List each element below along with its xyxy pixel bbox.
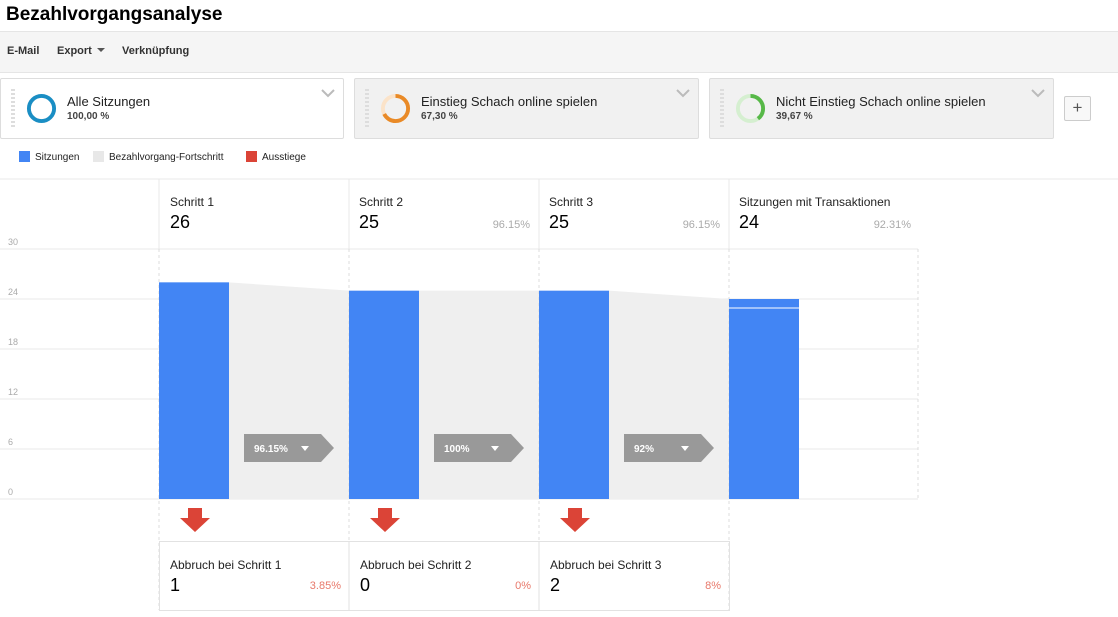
toolbar: E-Mail Export Verknüpfung [0, 31, 1118, 73]
conversion-label: 92% [634, 444, 654, 455]
drag-handle-icon[interactable] [11, 89, 15, 129]
y-tick-label: 12 [8, 387, 18, 397]
y-tick-label: 24 [8, 287, 18, 297]
chevron-down-icon[interactable] [321, 88, 335, 98]
caret-down-icon [681, 446, 689, 451]
conversion-arrow [624, 434, 714, 462]
caret-down-icon [491, 446, 499, 451]
legend-swatch [246, 151, 257, 162]
y-tick-label: 0 [8, 487, 13, 497]
step-label: Schritt 3 [549, 195, 594, 209]
progress-area [419, 290, 539, 499]
segment-percent: 100,00 % [67, 111, 110, 122]
exit-arrow-icon [180, 508, 210, 532]
segment-name: Einstieg Schach online spielen [421, 94, 598, 109]
step-percent: 92.31% [873, 219, 911, 231]
legend-label: Bezahlvorgang-Fortschritt [109, 152, 224, 163]
drag-handle-icon[interactable] [720, 89, 724, 129]
segment-percent: 39,67 % [776, 111, 813, 122]
caret-down-icon [301, 446, 309, 451]
exit-count: 0 [360, 575, 371, 595]
donut-icon [26, 93, 57, 124]
segment-percent: 67,30 % [421, 111, 458, 122]
exit-label: Abbruch bei Schritt 1 [170, 558, 282, 572]
link-button[interactable]: Verknüpfung [122, 45, 190, 57]
step-label: Schritt 1 [170, 195, 215, 209]
progress-area [229, 282, 349, 499]
step-percent: 96.15% [492, 219, 530, 231]
add-segment-button[interactable]: + [1064, 96, 1091, 121]
step-count: 25 [359, 212, 380, 232]
exit-label: Abbruch bei Schritt 2 [360, 558, 472, 572]
segment-name: Nicht Einstieg Schach online spielen [776, 94, 986, 109]
export-label: Export [57, 45, 92, 57]
y-tick-label: 18 [8, 337, 18, 347]
email-button[interactable]: E-Mail [7, 45, 40, 57]
exit-label: Abbruch bei Schritt 3 [550, 558, 662, 572]
step-count: 25 [549, 212, 570, 232]
session-bar [539, 290, 609, 499]
y-tick-label: 30 [8, 237, 18, 247]
legend-item-exits: Ausstiege [246, 151, 306, 163]
chevron-down-icon[interactable] [1031, 88, 1045, 98]
donut-icon [735, 93, 766, 124]
segment-card-entry[interactable]: Einstieg Schach online spielen 67,30 % [354, 78, 699, 139]
progress-area [609, 290, 729, 499]
export-button[interactable]: Export [57, 45, 105, 57]
session-bar [729, 299, 799, 499]
session-bar [349, 290, 419, 499]
step-count: 24 [739, 212, 760, 232]
conversion-label: 96.15% [254, 444, 288, 455]
segment-card-no-entry[interactable]: Nicht Einstieg Schach online spielen 39,… [709, 78, 1054, 139]
step-label: Sitzungen mit Transaktionen [739, 195, 891, 209]
drag-handle-icon[interactable] [365, 89, 369, 129]
legend-item-progress: Bezahlvorgang-Fortschritt [93, 151, 224, 163]
conversion-label: 100% [444, 444, 470, 455]
legend-label: Sitzungen [35, 152, 80, 163]
exit-box [159, 541, 730, 611]
chevron-down-icon[interactable] [676, 88, 690, 98]
segment-name: Alle Sitzungen [67, 94, 151, 109]
conversion-arrow [434, 434, 524, 462]
step-count: 26 [170, 212, 191, 232]
legend-label: Ausstiege [262, 152, 306, 163]
legend-swatch [93, 151, 104, 162]
y-tick-label: 6 [8, 437, 13, 447]
segment-card-all-sessions[interactable]: Alle Sitzungen 100,00 % [0, 78, 344, 139]
step-percent: 96.15% [682, 219, 720, 231]
funnel-chart: 0 6 12 18 24 30 96.15% 100% 92% Schritt 1 26 Sch… [0, 178, 1118, 617]
session-bar [159, 282, 229, 499]
exit-percent: 0% [515, 580, 531, 592]
donut-icon [380, 93, 411, 124]
caret-down-icon [96, 48, 105, 52]
legend-item-sessions: Sitzungen [19, 151, 79, 163]
exit-count: 1 [170, 575, 181, 595]
exit-percent: 8% [705, 580, 721, 592]
conversion-arrow [244, 434, 334, 462]
page-title: Bezahlvorgangsanalyse [6, 4, 223, 25]
legend-swatch [19, 151, 30, 162]
step-label: Schritt 2 [359, 195, 404, 209]
exit-count: 2 [550, 575, 561, 595]
exit-percent: 3.85% [309, 580, 341, 592]
exit-arrow-icon [370, 508, 400, 532]
exit-arrow-icon [560, 508, 590, 532]
